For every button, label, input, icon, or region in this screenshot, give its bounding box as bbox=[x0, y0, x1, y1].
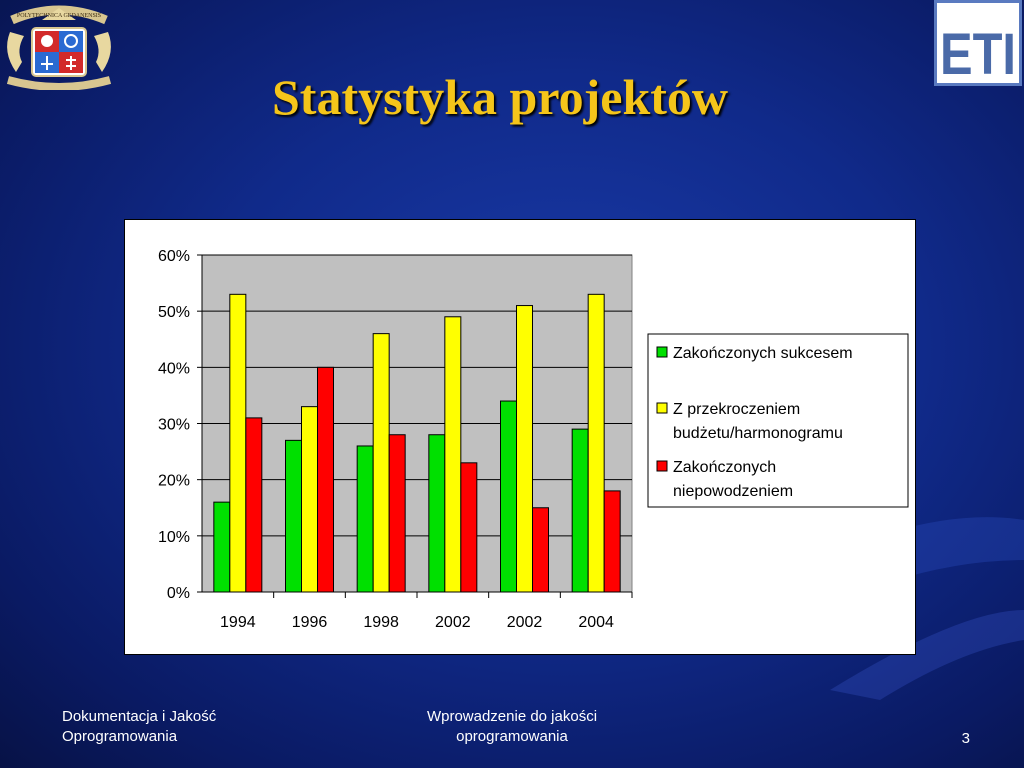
page-number: 3 bbox=[961, 730, 970, 747]
slide-title: Statystyka projektów bbox=[271, 69, 729, 125]
bar bbox=[245, 417, 263, 593]
bar bbox=[516, 305, 533, 593]
x-tick-label: 1998 bbox=[363, 614, 399, 631]
legend-label: niepowodzeniem bbox=[673, 483, 793, 500]
bar bbox=[587, 293, 605, 593]
y-tick-label: 30% bbox=[158, 417, 190, 434]
y-tick-label: 60% bbox=[158, 248, 190, 265]
x-tick-label: 1996 bbox=[292, 614, 328, 631]
footer-left-text: Dokumentacja i Jakość Oprogramowania bbox=[62, 708, 217, 745]
footer-center-text: Wprowadzenie do jakości oprogramowania bbox=[426, 708, 598, 745]
x-tick-label: 2002 bbox=[435, 614, 471, 631]
y-tick-label: 0% bbox=[167, 585, 190, 602]
svg-text:POLYTECHNICA GEDANENSIS: POLYTECHNICA GEDANENSIS bbox=[17, 13, 101, 19]
bar bbox=[571, 428, 589, 593]
bar bbox=[301, 406, 318, 593]
bar bbox=[285, 439, 302, 593]
legend-label: Z przekroczeniem bbox=[673, 401, 800, 418]
y-tick-label: 20% bbox=[158, 473, 190, 490]
bar-chart: 0% 10% 20% 30% 40% 50% 60% 1994 1996 1998 2002 2002… bbox=[158, 248, 909, 631]
bar bbox=[388, 434, 406, 593]
x-tick-label: 2002 bbox=[507, 614, 543, 631]
legend-swatch bbox=[656, 402, 668, 414]
bar bbox=[444, 316, 462, 593]
legend-label: budżetu/harmonogramu bbox=[673, 425, 843, 442]
y-tick-label: 40% bbox=[158, 360, 190, 377]
bar bbox=[460, 462, 478, 593]
legend-label: Zakończonych sukcesem bbox=[673, 345, 853, 362]
bar bbox=[428, 434, 446, 593]
bar bbox=[372, 333, 390, 593]
y-tick-label: 50% bbox=[158, 304, 190, 321]
legend-box bbox=[647, 333, 909, 508]
x-tick-label: 1994 bbox=[220, 614, 256, 631]
bar bbox=[603, 490, 621, 593]
bar bbox=[213, 501, 231, 593]
bar bbox=[229, 293, 247, 593]
chart-panel: 0% 10% 20% 30% 40% 50% 60% 1994 1996 1998 2002 2002… bbox=[124, 219, 916, 655]
x-tick-label: 2004 bbox=[578, 614, 614, 631]
eti-logo: ETI bbox=[934, 0, 1022, 86]
bar bbox=[532, 507, 549, 593]
legend-swatch bbox=[656, 346, 668, 358]
bar bbox=[317, 366, 334, 593]
bar bbox=[356, 445, 374, 593]
university-crest-logo: POLYTECHNICA GEDANENSIS bbox=[6, 5, 112, 90]
legend-label: Zakończonych bbox=[673, 459, 776, 476]
bar bbox=[500, 400, 517, 593]
y-tick-label: 10% bbox=[158, 529, 190, 546]
svg-text:ETI: ETI bbox=[940, 22, 1016, 86]
legend-swatch bbox=[656, 460, 668, 472]
